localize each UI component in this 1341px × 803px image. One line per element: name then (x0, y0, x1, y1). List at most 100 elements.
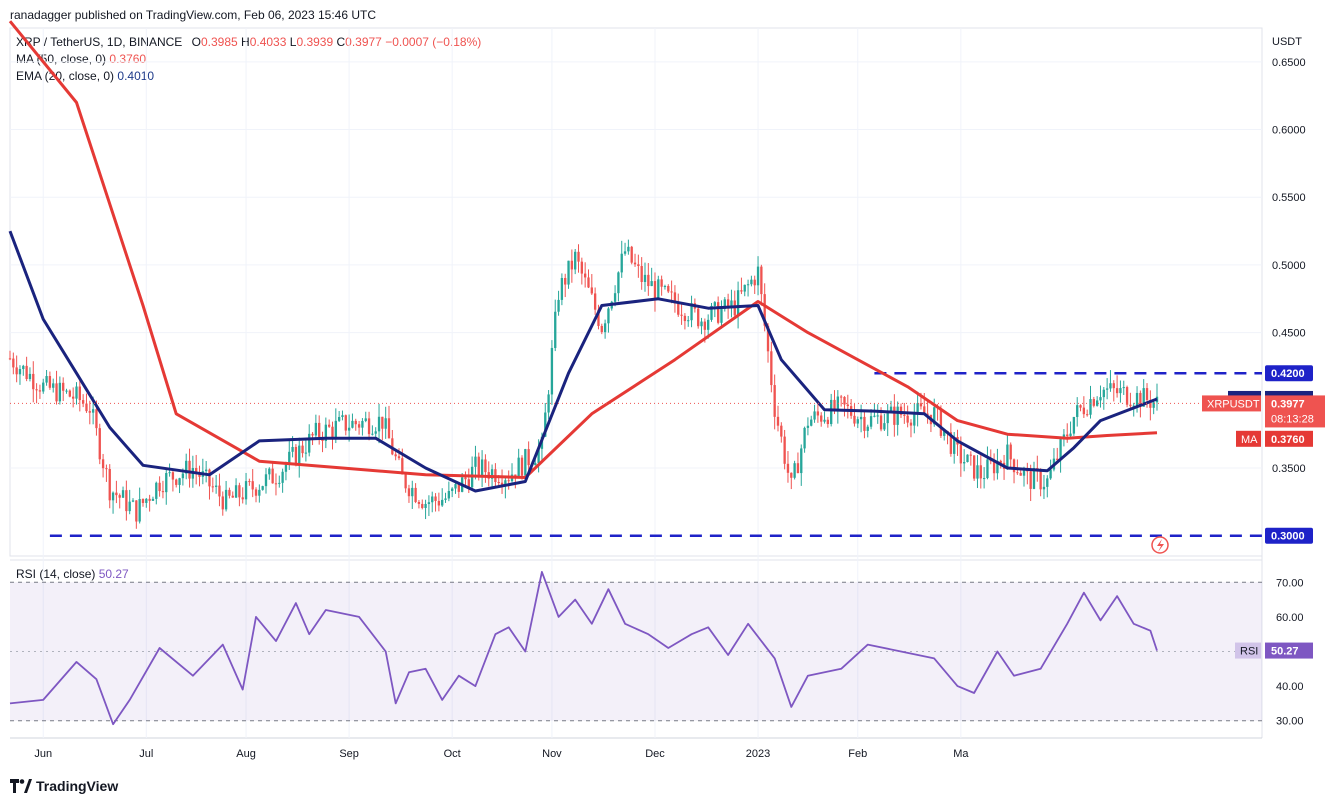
candle-body (806, 425, 810, 428)
candle-body (298, 445, 301, 465)
candle-body (640, 266, 643, 283)
candle-body (138, 499, 141, 522)
candle-body (770, 351, 773, 386)
candle-body (753, 279, 756, 286)
candle-body (377, 416, 381, 432)
candle-body (537, 448, 540, 464)
candle-body (1125, 387, 1129, 405)
ma-tag (1236, 430, 1261, 447)
candle-body (630, 246, 633, 263)
candle-body (593, 293, 597, 310)
candle-body (228, 489, 231, 496)
candle-body (550, 347, 554, 395)
candle-body (869, 416, 873, 427)
candle-body (258, 489, 261, 496)
month-label: 2023 (746, 748, 770, 760)
candle-body (554, 311, 557, 348)
candle-body (337, 416, 341, 421)
candle-body (48, 376, 52, 388)
candle-body (780, 425, 783, 437)
candle-body (999, 460, 1002, 463)
candle-body (401, 458, 404, 475)
candle-body (1006, 444, 1009, 469)
candle-body (12, 358, 15, 368)
ma-tag-text: MA (1241, 434, 1258, 446)
candle-body (820, 415, 823, 422)
candle-body (607, 308, 610, 324)
candle-body (853, 415, 856, 424)
candle-body (979, 465, 982, 479)
candle-body (760, 266, 763, 295)
candle-body (826, 419, 830, 425)
candle-body (996, 460, 999, 474)
candle-body (657, 279, 660, 299)
legend-ema: EMA (20, close, 0) 0.4010 (16, 69, 154, 83)
candle-body (281, 471, 284, 483)
candle-body (574, 251, 577, 270)
candle-body (1092, 399, 1095, 406)
tradingview-logo-text: TradingView (36, 778, 119, 794)
candle-body (58, 382, 62, 402)
candle-body (969, 454, 972, 456)
candle-body (1102, 389, 1105, 398)
candle-body (78, 386, 81, 401)
candle-body (308, 433, 311, 453)
candle-body (8, 358, 12, 360)
support-badge (1265, 527, 1313, 544)
candle-body (893, 406, 896, 425)
candle-body (740, 290, 743, 292)
candle-body (736, 290, 740, 316)
candle-body (796, 463, 800, 474)
candle-body (42, 382, 45, 392)
candle-body (647, 274, 650, 287)
candle-body (873, 415, 876, 417)
candle-body (976, 465, 979, 479)
candle-body (959, 444, 963, 464)
candle-body (434, 496, 437, 501)
candle-body (294, 446, 298, 465)
candle-body (697, 308, 700, 327)
legend-h-label: H (241, 35, 250, 49)
last-price-badge (1265, 395, 1325, 428)
candle-body (726, 299, 730, 309)
candle-body (128, 501, 131, 512)
candle-body (590, 287, 593, 294)
candle-body (617, 272, 620, 294)
candle-body (148, 498, 151, 501)
candle-body (357, 424, 361, 428)
candle-body (700, 321, 703, 327)
candle-body (816, 411, 820, 416)
candle-body (839, 396, 843, 398)
candle-body (1132, 405, 1135, 407)
candle-body (457, 484, 460, 492)
candle-body (387, 418, 391, 439)
candle-body (866, 426, 869, 431)
candle-body (833, 399, 836, 411)
candle-body (1139, 392, 1142, 407)
rsi-tag-text: RSI (1240, 646, 1258, 658)
candle-body (480, 459, 484, 476)
candle-body (62, 382, 65, 391)
rsi-value-badge (1265, 642, 1313, 659)
candle-body (1105, 388, 1109, 390)
candle-body (264, 474, 268, 487)
candle-body (168, 472, 171, 474)
candle-body (1029, 471, 1032, 489)
candle-body (68, 390, 72, 397)
candle-body (716, 302, 720, 323)
candle-body (175, 479, 178, 485)
month-label: Dec (645, 748, 665, 760)
candle-body (1026, 470, 1029, 472)
price-tick-label: 0.4500 (1272, 328, 1306, 340)
candle-body (1122, 387, 1125, 389)
candle-body (351, 420, 354, 428)
candle-body (899, 406, 903, 415)
candle-body (374, 431, 377, 434)
candle-body (1046, 478, 1049, 487)
candle-body (231, 495, 234, 498)
candle-body (1039, 471, 1042, 490)
candle-body (1099, 397, 1102, 401)
candle-body (1032, 468, 1036, 489)
candle-body (195, 468, 198, 473)
